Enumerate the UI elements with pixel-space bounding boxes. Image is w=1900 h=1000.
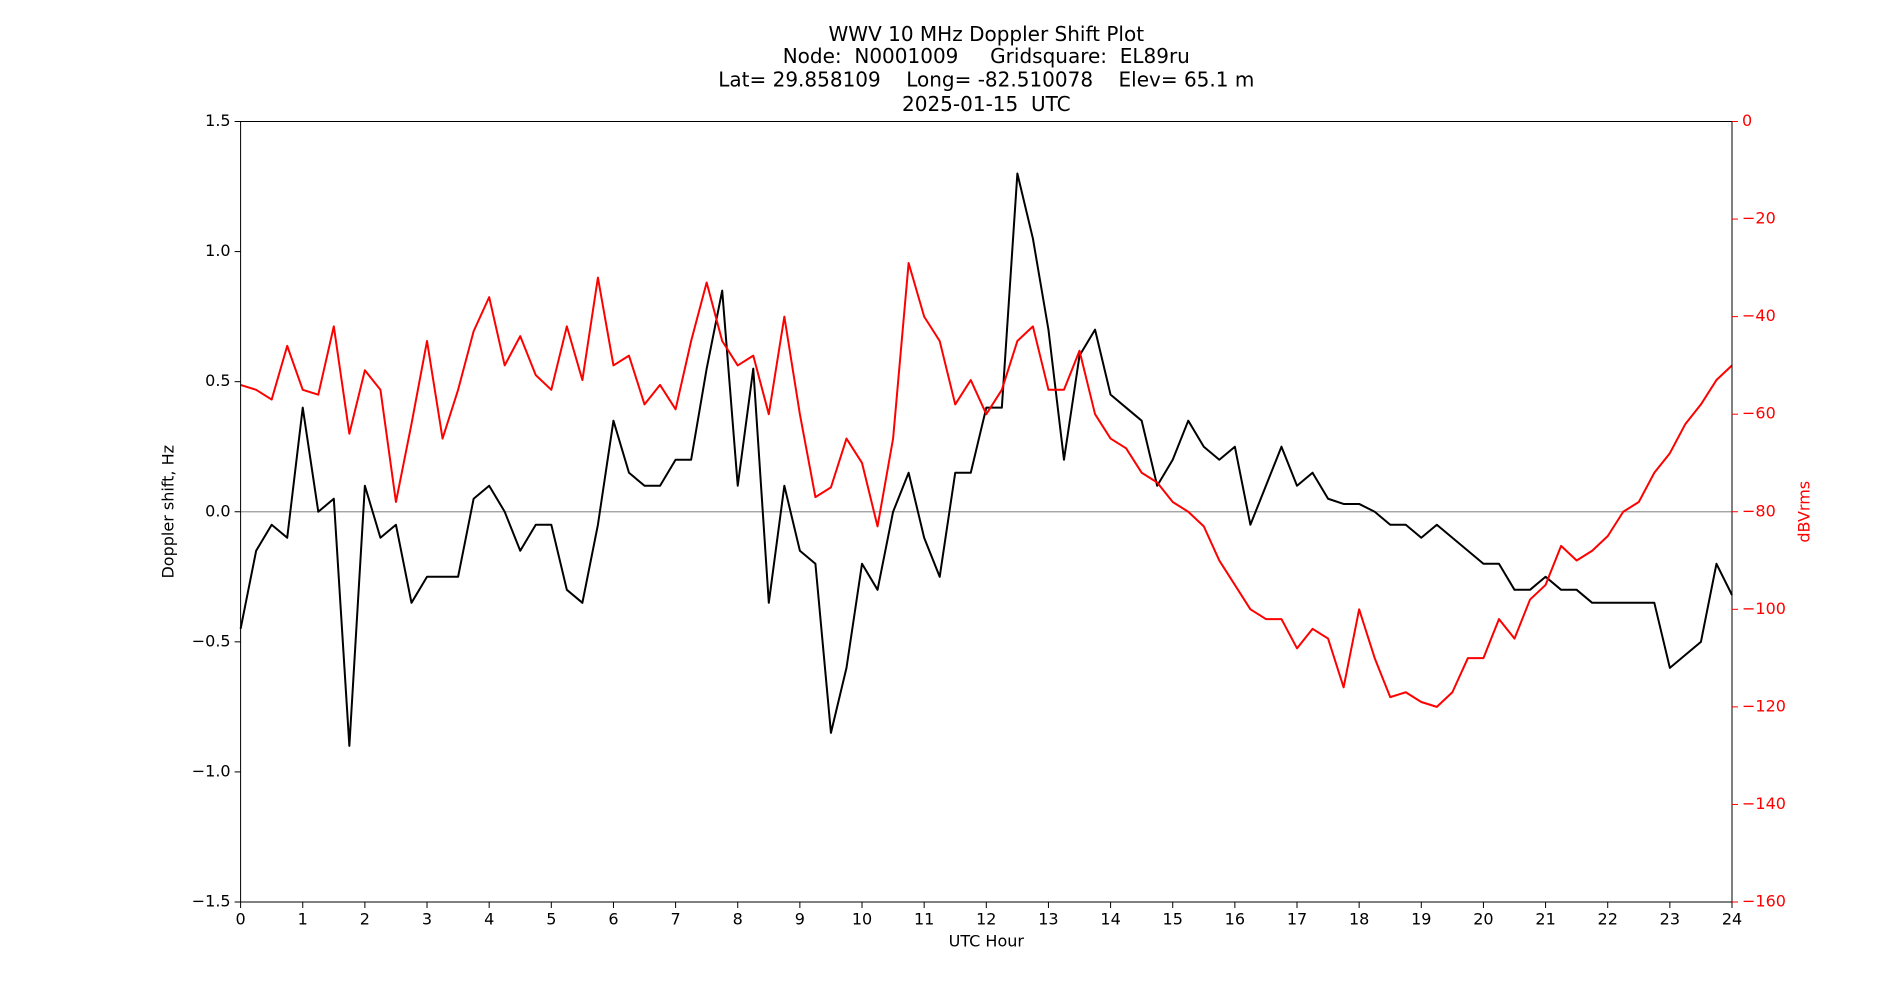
data-line xyxy=(239,172,1733,747)
y2-tick-label: −20 xyxy=(1742,209,1776,228)
y-tick-label: −0.5 xyxy=(192,631,231,650)
y-tick-label: 1.0 xyxy=(205,241,230,260)
x-tick-label: 15 xyxy=(1163,910,1183,929)
data-line xyxy=(240,261,1733,708)
x-tick-label: 8 xyxy=(733,910,743,929)
x-tick-label: 21 xyxy=(1535,910,1555,929)
y2-tick-label: −160 xyxy=(1742,892,1786,911)
x-tick-label: 4 xyxy=(484,910,494,929)
x-tick-label: 13 xyxy=(1038,910,1058,929)
y2-tick-label: −120 xyxy=(1742,696,1786,715)
x-tick-label: 10 xyxy=(852,910,872,929)
y-tick-label: −1.0 xyxy=(192,761,231,780)
x-tick-label: 22 xyxy=(1598,910,1618,929)
x-tick-label: 20 xyxy=(1473,910,1493,929)
x-tick-label: 12 xyxy=(976,910,996,929)
chart-title: Node: N0001009 Gridsquare: EL89ru xyxy=(783,44,1190,68)
y2-axis-label: dBVrms xyxy=(1795,481,1814,543)
y2-tick-label: −60 xyxy=(1742,404,1776,423)
x-tick-label: 6 xyxy=(608,910,618,929)
y-tick-label: 0.0 xyxy=(205,501,230,520)
x-tick-label: 1 xyxy=(298,910,308,929)
chart-title: 2025-01-15 UTC xyxy=(902,92,1071,116)
x-tick-label: 16 xyxy=(1225,910,1245,929)
x-tick-label: 14 xyxy=(1100,910,1120,929)
x-tick-label: 3 xyxy=(422,910,432,929)
x-tick-label: 5 xyxy=(546,910,556,929)
y-tick-label: −1.5 xyxy=(192,892,231,911)
y-tick-label: 1.5 xyxy=(205,111,230,130)
chart-title: Lat= 29.858109 Long= -82.510078 Elev= 65… xyxy=(718,68,1254,92)
x-axis-label: UTC Hour xyxy=(949,932,1025,951)
y2-tick-label: −100 xyxy=(1742,599,1786,618)
x-tick-label: 17 xyxy=(1287,910,1307,929)
x-tick-label: 19 xyxy=(1411,910,1431,929)
x-tick-label: 9 xyxy=(795,910,805,929)
y-tick-label: 0.5 xyxy=(205,371,230,390)
x-tick-label: 24 xyxy=(1722,910,1742,929)
y2-tick-label: −80 xyxy=(1742,501,1776,520)
x-tick-label: 2 xyxy=(360,910,370,929)
x-tick-label: 18 xyxy=(1349,910,1369,929)
x-tick-label: 0 xyxy=(236,910,246,929)
y-axis-label: Doppler shift, Hz xyxy=(159,445,178,579)
y2-tick-label: 0 xyxy=(1742,111,1752,130)
x-tick-label: 7 xyxy=(670,910,680,929)
x-tick-label: 23 xyxy=(1660,910,1680,929)
x-tick-label: 11 xyxy=(914,910,934,929)
chart-title: WWV 10 MHz Doppler Shift Plot xyxy=(829,22,1145,46)
y2-tick-label: −40 xyxy=(1742,306,1776,325)
y2-tick-label: −140 xyxy=(1742,794,1786,813)
